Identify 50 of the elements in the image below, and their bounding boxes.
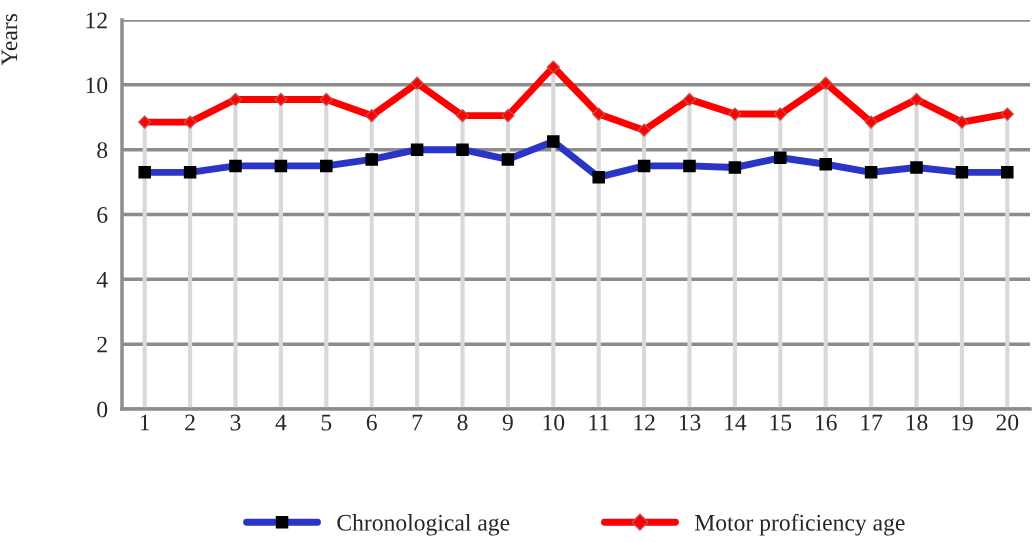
point — [909, 92, 924, 107]
point — [228, 92, 243, 107]
y-tick-label: 10 — [86, 77, 108, 94]
point — [955, 115, 969, 129]
y-tick-label: 8 — [97, 142, 108, 159]
x-tick-label: 20 — [996, 414, 1019, 431]
y-tick-label: 0 — [97, 401, 108, 418]
point — [592, 107, 606, 121]
x-tick-label: 10 — [543, 414, 565, 431]
point — [455, 109, 470, 123]
x-tick-label: 7 — [412, 414, 423, 431]
x-tick-label: 4 — [275, 414, 287, 431]
y-tick-label: 12 — [86, 12, 107, 29]
x-tick-label: 14 — [725, 414, 747, 431]
point — [1000, 107, 1014, 121]
y-axis-title: Years — [1, 13, 18, 66]
x-tick-label: 19 — [952, 414, 973, 431]
point — [501, 109, 515, 123]
x-tick-label: 18 — [906, 414, 928, 431]
point — [864, 115, 878, 129]
x-tick-label: 8 — [457, 414, 468, 431]
point — [183, 115, 197, 129]
x-tick-label: 9 — [502, 414, 513, 431]
x-tick-label: 11 — [589, 414, 609, 431]
x-tick-label: 15 — [770, 414, 792, 431]
point — [365, 109, 379, 123]
legend-label: Chronological age — [337, 514, 510, 536]
point — [682, 92, 697, 107]
x-tick-label: 17 — [861, 414, 883, 431]
point — [819, 76, 833, 90]
point — [546, 60, 560, 74]
x-tick-label: 5 — [321, 414, 332, 431]
point — [637, 123, 651, 137]
point — [274, 92, 288, 107]
x-tick-label: 3 — [230, 414, 241, 431]
x-tick-label: 1 — [140, 414, 150, 431]
point — [410, 76, 424, 90]
y-tick-label: 6 — [97, 207, 108, 223]
legend-label: Motor proficiency age — [694, 513, 905, 536]
x-tick-label: 16 — [815, 414, 837, 431]
x-tick-label: 6 — [366, 414, 377, 431]
point — [773, 107, 787, 121]
point — [138, 115, 152, 129]
point — [728, 107, 742, 121]
x-tick-label: 2 — [185, 414, 195, 431]
x-tick-label: 12 — [634, 414, 655, 431]
x-tick-label: 13 — [679, 414, 701, 431]
point — [319, 92, 333, 107]
y-tick-label: 2 — [97, 336, 107, 353]
y-tick-label: 4 — [96, 271, 108, 288]
